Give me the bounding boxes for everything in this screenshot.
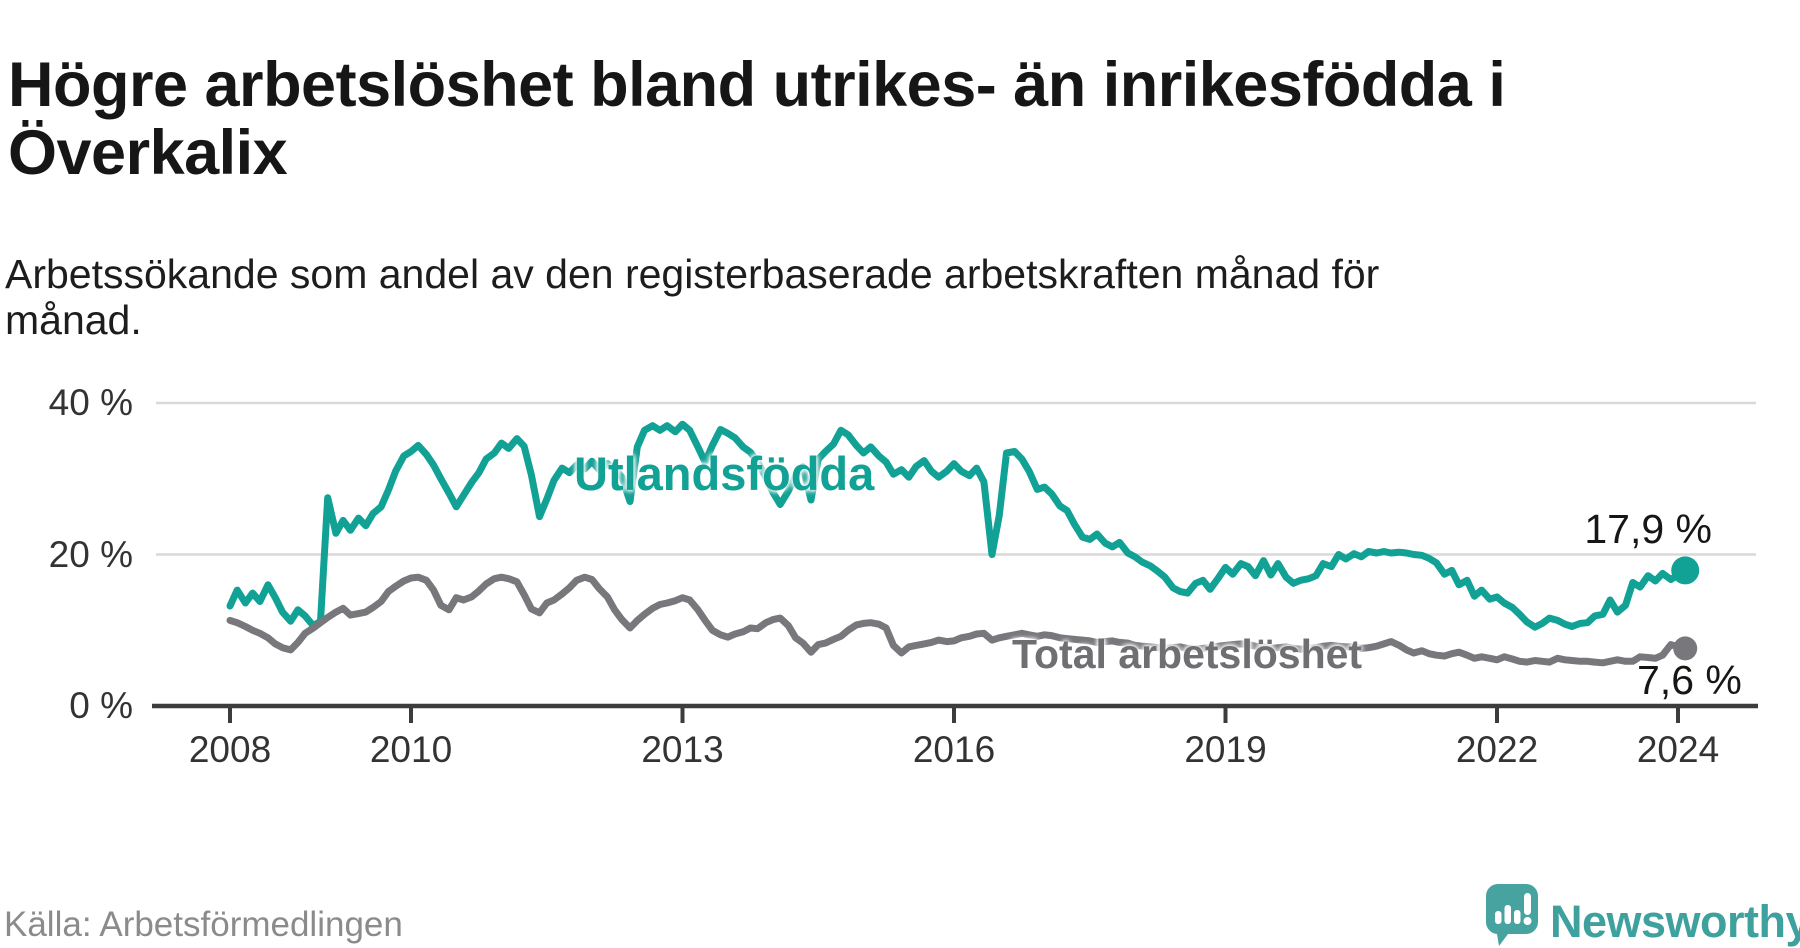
end-value-label-total: 7,6 %: [1637, 657, 1742, 703]
newsworthy-logo-text: Newsworthy: [1550, 896, 1800, 947]
chart-subtitle: Arbetssökande som andel av den registerb…: [5, 251, 1380, 344]
series-end-dot-utlandsfodda: [1671, 556, 1700, 585]
series-label-total-arbetsloshet: Total arbetslöshet: [1012, 631, 1363, 677]
x-tick-label: 2019: [1184, 729, 1267, 770]
x-tick-label: 2008: [188, 729, 272, 770]
newsworthy-logo: Newsworthy: [1486, 884, 1800, 948]
x-tick-label: 2013: [641, 729, 724, 770]
series-end-dot-total: [1673, 636, 1698, 661]
end-value-label-utlandsfodda: 17,9 %: [1584, 506, 1712, 552]
y-tick-label: 0 %: [69, 685, 133, 726]
chart-title: Högre arbetslöshet bland utrikes- än inr…: [8, 50, 1506, 188]
x-tick-label: 2022: [1455, 729, 1539, 770]
y-tick-label: 20 %: [48, 533, 133, 575]
series-label-utlandsfodda: Utlandsfödda: [574, 447, 875, 500]
series-line-utlandsfodda: [226, 420, 1689, 631]
series-line-total: [226, 573, 1689, 667]
x-tick-label: 2010: [369, 729, 453, 770]
source-credit: Källa: Arbetsförmedlingen: [4, 905, 403, 944]
x-tick-label: 2016: [912, 729, 996, 770]
y-tick-label: 40 %: [48, 382, 133, 423]
newsworthy-speech-bubble-chart-icon: [1486, 884, 1538, 946]
x-tick-label: 2024: [1636, 729, 1720, 770]
